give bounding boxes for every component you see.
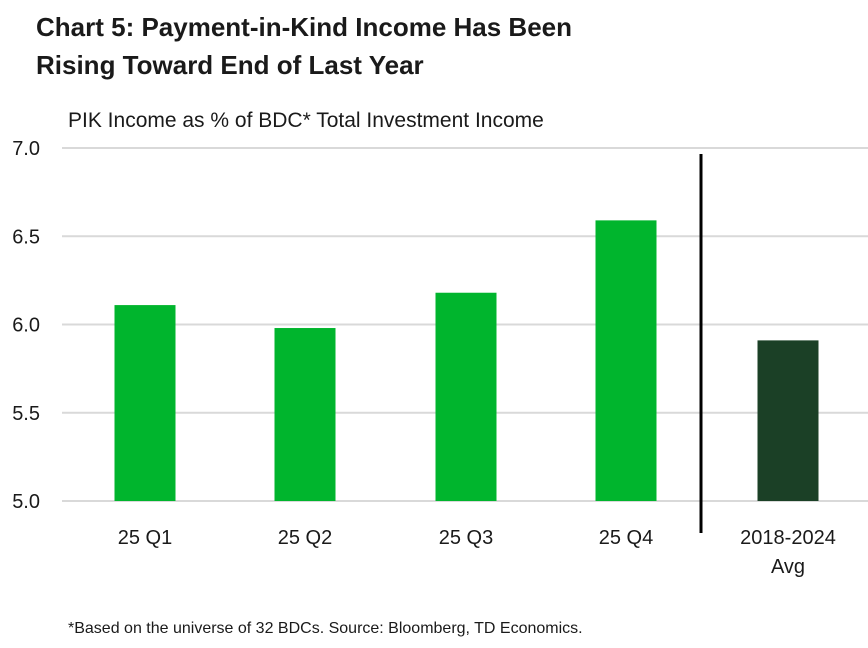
y-tick-label: 5.0 xyxy=(12,491,40,513)
x-tick-label: 25 Q2 xyxy=(278,527,332,549)
bar xyxy=(114,305,176,501)
bar xyxy=(595,220,657,502)
chart-title: Chart 5: Payment-in-Kind Income Has Been… xyxy=(36,8,836,84)
chart-title-line-2: Rising Toward End of Last Year xyxy=(36,50,424,80)
bar xyxy=(435,292,497,501)
y-tick-label: 5.5 xyxy=(12,403,40,425)
x-tick-label: 25 Q1 xyxy=(118,527,172,549)
x-tick-label: 2018-2024 Avg xyxy=(740,527,836,578)
footnote: *Based on the universe of 32 BDCs. Sourc… xyxy=(68,620,583,637)
avg-bar xyxy=(757,340,819,501)
y-tick-label: 6.5 xyxy=(12,226,40,248)
x-tick-label: 25 Q4 xyxy=(599,527,653,549)
bar xyxy=(274,328,336,501)
y-axis-label: PIK Income as % of BDC* Total Investment… xyxy=(68,109,544,132)
y-tick-label: 7.0 xyxy=(12,138,40,160)
x-tick-label: 25 Q3 xyxy=(439,527,493,549)
chart-title-line-1: Chart 5: Payment-in-Kind Income Has Been xyxy=(36,12,572,42)
y-tick-label: 6.0 xyxy=(12,315,40,337)
